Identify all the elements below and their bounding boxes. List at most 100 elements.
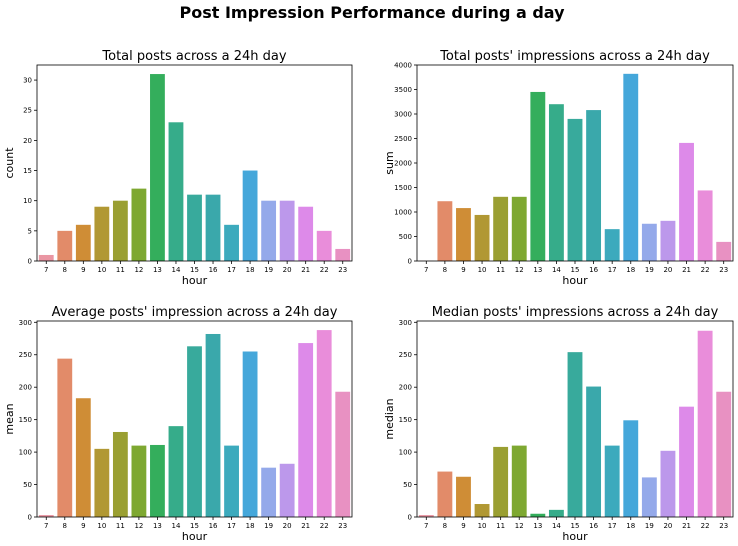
bar-hour-18	[242, 170, 258, 261]
x-tick-label: 12	[134, 522, 143, 530]
x-tick-label: 17	[227, 522, 236, 530]
bar-hour-13	[150, 444, 165, 517]
bar-hour-22	[316, 230, 332, 261]
bar-hour-9	[456, 476, 471, 517]
x-tick-label: 12	[134, 266, 143, 274]
x-tick-label: 18	[626, 266, 635, 274]
bar-hour-21	[298, 343, 314, 517]
y-tick-label: 25	[23, 107, 32, 115]
x-tick-label: 19	[264, 266, 273, 274]
x-tick-label: 13	[533, 266, 542, 274]
y-tick-label: 4000	[394, 62, 412, 70]
bar-hour-19	[261, 467, 277, 517]
x-tick-label: 9	[81, 522, 85, 530]
y-tick-label: 50	[23, 481, 32, 489]
x-tick-label: 13	[153, 522, 162, 530]
x-tick-label: 23	[338, 522, 347, 530]
bar-hour-17	[224, 224, 239, 261]
x-tick-label: 18	[626, 522, 635, 530]
y-axis-label: mean	[3, 403, 16, 434]
bar-hour-14	[548, 509, 564, 517]
bar-hour-10	[94, 206, 110, 261]
x-tick-label: 8	[443, 266, 447, 274]
x-tick-label: 7	[424, 522, 428, 530]
y-tick-label: 0	[408, 514, 412, 522]
y-tick-label: 50	[403, 481, 412, 489]
bar-hour-16	[586, 110, 602, 261]
y-tick-label: 2000	[394, 160, 412, 168]
x-tick-label: 11	[116, 266, 125, 274]
x-tick-label: 14	[552, 266, 561, 274]
x-tick-label: 18	[246, 266, 255, 274]
x-tick-label: 21	[682, 266, 691, 274]
bar-hour-11	[493, 196, 509, 261]
bar-hour-7	[418, 515, 434, 517]
x-tick-label: 19	[645, 266, 654, 274]
x-tick-label: 13	[533, 522, 542, 530]
y-tick-label: 250	[19, 351, 32, 359]
x-tick-label: 10	[478, 522, 487, 530]
y-tick-label: 300	[399, 319, 412, 327]
x-axis-label: hour	[182, 274, 208, 287]
bar-hour-22	[697, 330, 713, 517]
bar-hour-14	[168, 426, 184, 517]
bar-hour-9	[75, 224, 91, 261]
bar-hour-14	[168, 122, 184, 261]
x-tick-label: 19	[645, 522, 654, 530]
x-tick-label: 12	[515, 266, 524, 274]
bar-hour-20	[660, 450, 676, 517]
x-tick-label: 22	[320, 522, 329, 530]
x-tick-label: 16	[209, 266, 218, 274]
x-tick-label: 8	[63, 522, 67, 530]
x-tick-label: 23	[719, 522, 728, 530]
bar-hour-15	[567, 352, 583, 517]
x-tick-label: 15	[571, 266, 580, 274]
x-tick-label: 21	[301, 266, 310, 274]
y-tick-label: 1500	[394, 184, 412, 192]
x-tick-label: 7	[44, 266, 48, 274]
bar-hour-8	[437, 201, 453, 261]
x-tick-label: 10	[97, 266, 106, 274]
x-tick-label: 10	[97, 522, 106, 530]
bar-hour-16	[205, 194, 221, 261]
x-tick-label: 17	[608, 266, 617, 274]
bar-hour-16	[586, 386, 602, 517]
bar-hour-9	[75, 398, 91, 517]
bar-hour-15	[187, 194, 202, 261]
x-tick-label: 8	[443, 522, 447, 530]
x-tick-label: 22	[701, 522, 710, 530]
y-tick-label: 200	[399, 384, 412, 392]
y-tick-label: 20	[23, 137, 32, 145]
bar-hour-22	[697, 190, 713, 261]
x-tick-label: 11	[116, 522, 125, 530]
x-tick-label: 13	[153, 266, 162, 274]
figure-title: Post Impression Performance during a day	[179, 3, 565, 22]
bar-hour-19	[641, 223, 657, 261]
bar-hour-8	[57, 358, 73, 517]
bar-hour-18	[623, 73, 639, 261]
x-tick-label: 9	[461, 522, 465, 530]
y-tick-label: 0	[28, 258, 32, 266]
chart-panel-3: Average posts' impression across a 24h d…	[3, 305, 353, 543]
bar-hour-22	[316, 330, 332, 517]
x-tick-label: 10	[478, 266, 487, 274]
y-tick-label: 10	[23, 197, 32, 205]
x-tick-label: 9	[81, 266, 85, 274]
y-tick-label: 150	[19, 416, 32, 424]
bar-hour-7	[38, 515, 54, 517]
x-tick-label: 20	[283, 266, 292, 274]
bar-hour-20	[660, 220, 676, 261]
bar-hour-11	[493, 446, 509, 517]
x-tick-label: 8	[63, 266, 67, 274]
x-tick-label: 18	[246, 522, 255, 530]
y-axis-label: median	[383, 398, 396, 439]
x-tick-label: 15	[190, 522, 199, 530]
chart-title: Average posts' impression across a 24h d…	[52, 305, 338, 320]
bar-hour-11	[112, 431, 128, 517]
bar-hour-10	[474, 504, 490, 517]
bar-hour-10	[474, 214, 490, 261]
bar-hour-20	[279, 200, 295, 261]
bar-hour-21	[298, 206, 314, 261]
y-tick-label: 1000	[394, 209, 412, 217]
